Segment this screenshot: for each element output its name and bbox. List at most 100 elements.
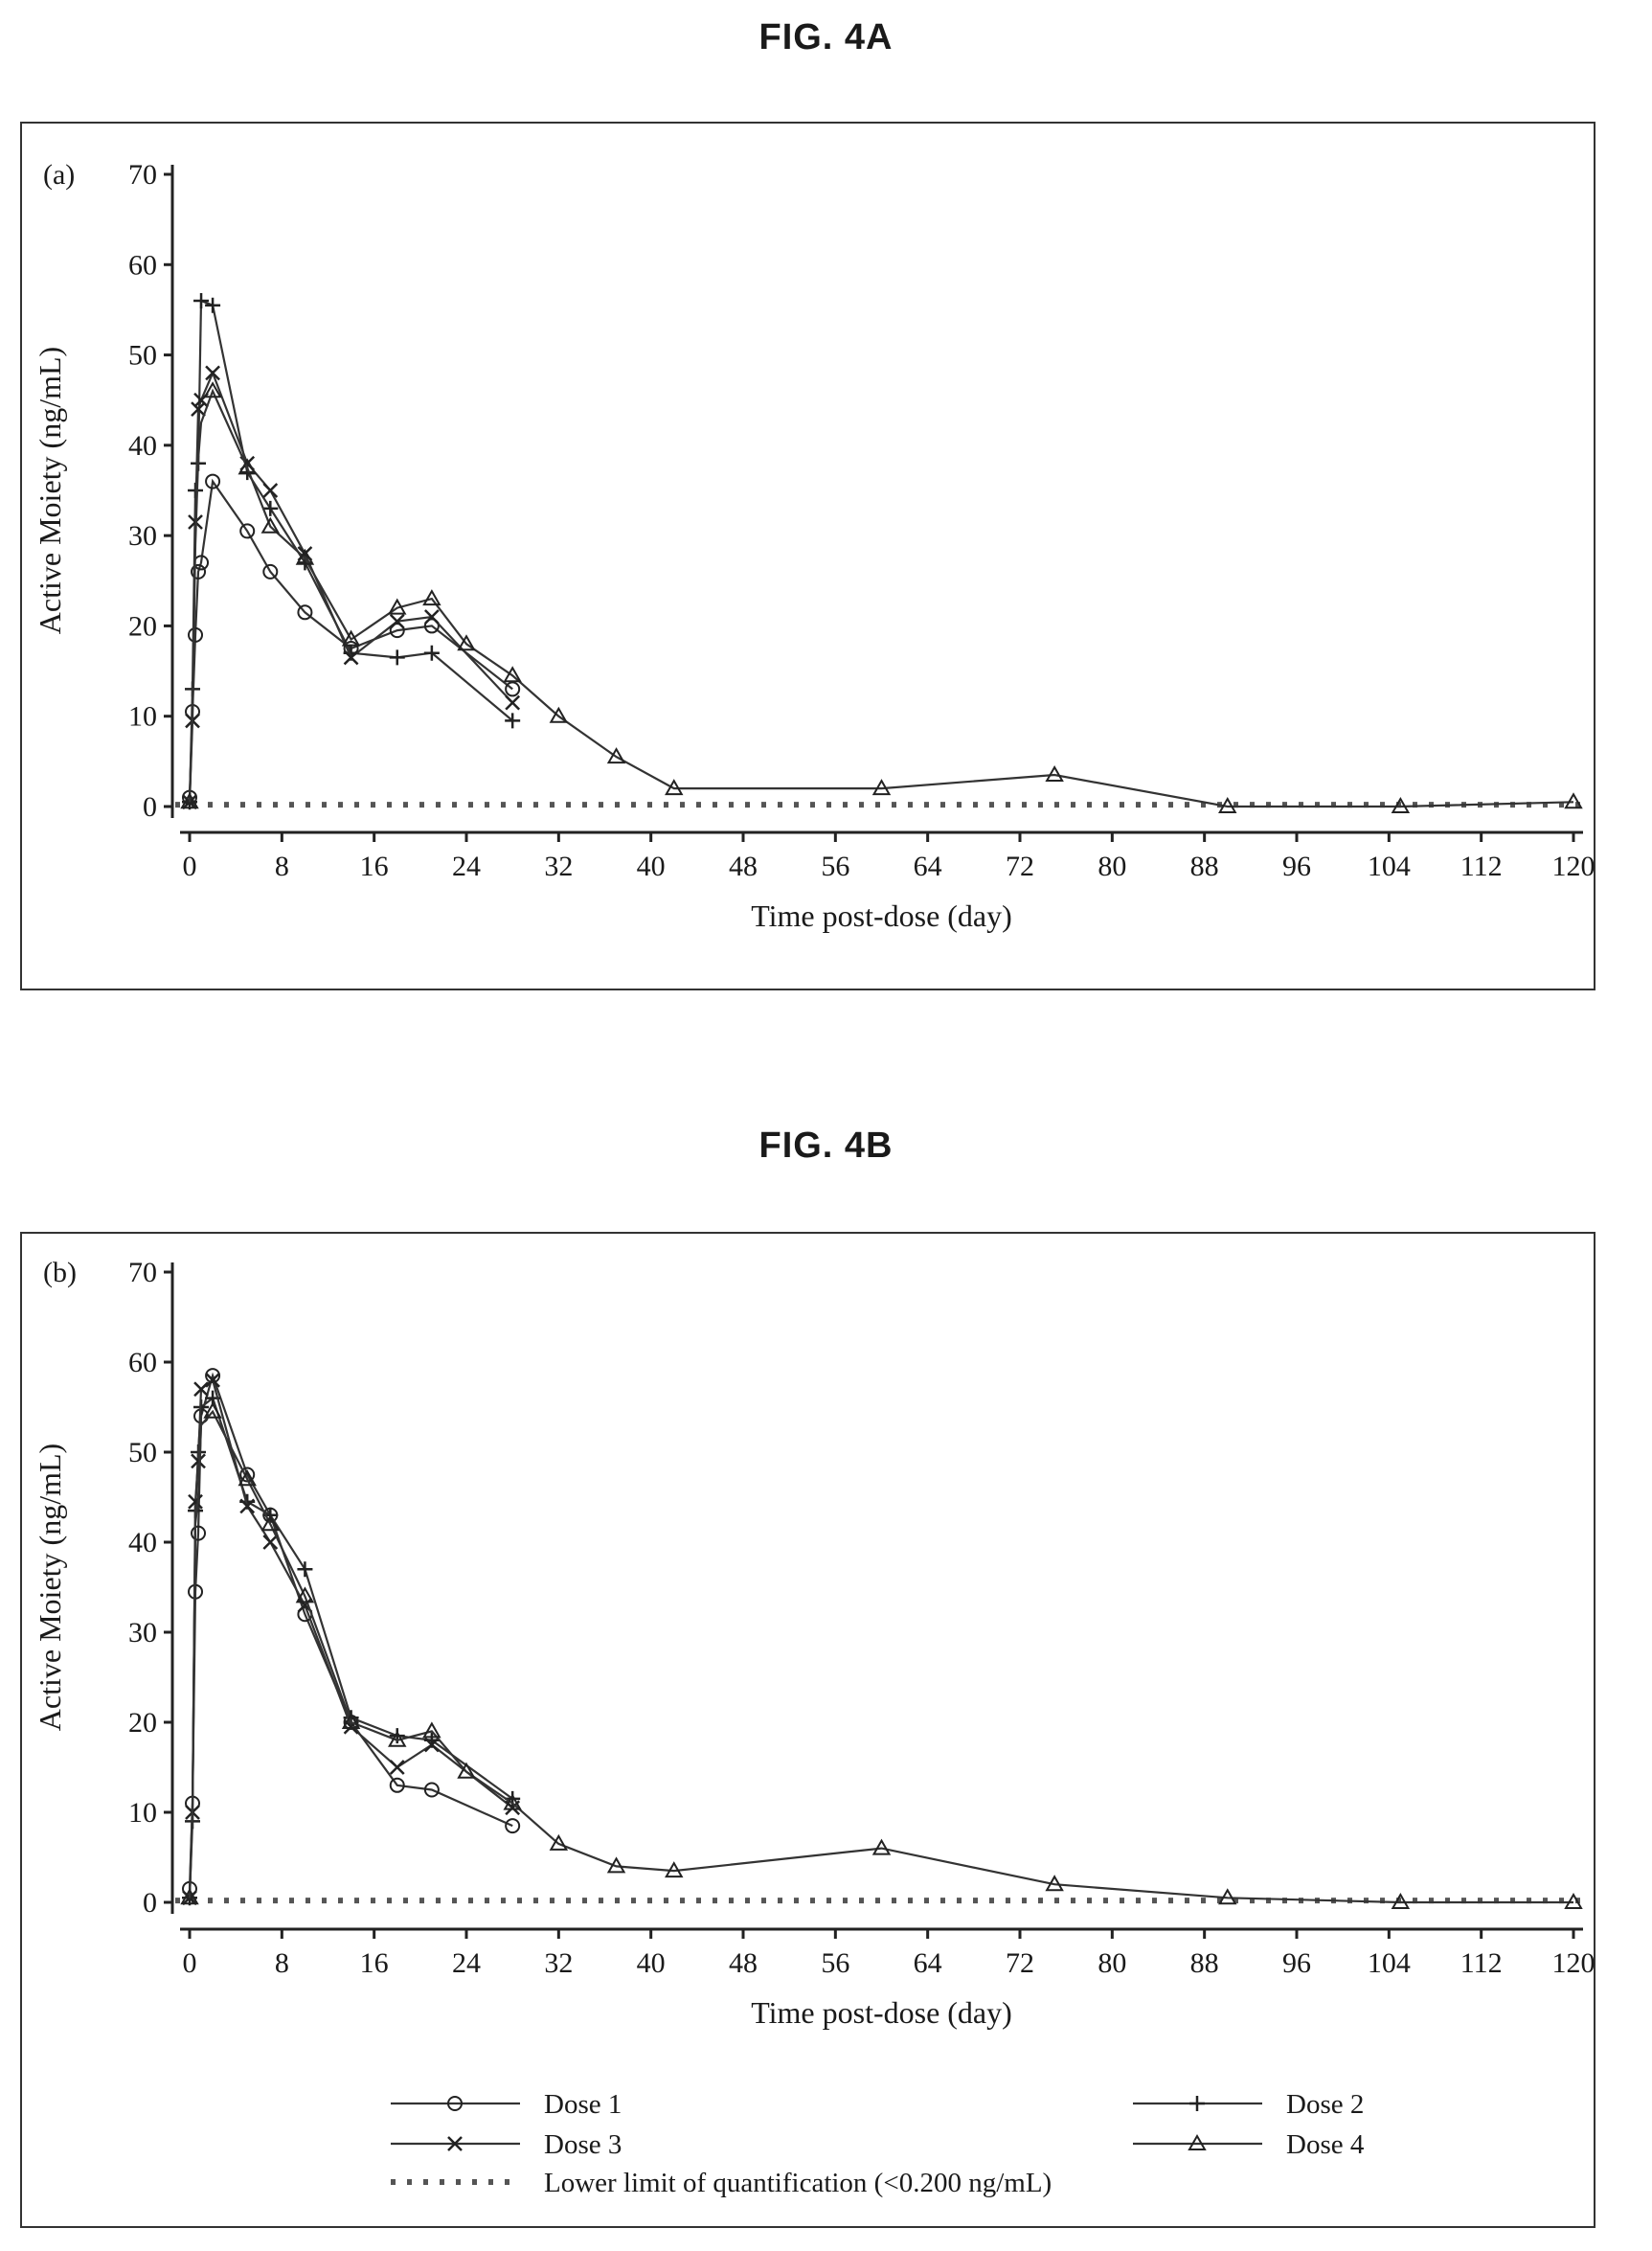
x-tick-label: 56	[821, 851, 849, 882]
legend-marker	[1188, 2133, 1207, 2150]
x-tick-label: 0	[183, 1947, 197, 1979]
data-point	[180, 1888, 199, 1905]
x-tick-label: 16	[360, 1947, 389, 1979]
x-tick-label: 40	[637, 1947, 666, 1979]
x-tick-label: 104	[1368, 1947, 1411, 1979]
data-point	[188, 626, 204, 643]
data-point	[457, 1762, 476, 1779]
data-point	[503, 666, 522, 683]
data-point	[1391, 796, 1411, 813]
y-tick-label: 40	[128, 1527, 157, 1558]
data-point	[295, 548, 315, 565]
x-tick-label: 64	[914, 1947, 942, 1979]
legend-item-dose-2: Dose 2	[1133, 2089, 1364, 2120]
y-tick-label: 50	[128, 1437, 157, 1468]
x-axis-label: Time post-dose (day)	[751, 1995, 1012, 2030]
data-point	[205, 473, 221, 489]
data-point	[606, 747, 626, 764]
data-point	[1045, 764, 1064, 782]
data-point	[188, 1493, 203, 1510]
y-tick-label: 70	[128, 1257, 157, 1288]
y-axis-label: Active Moiety (ng/mL)	[33, 347, 67, 634]
legend: Dose 1 Dose 2 Dose 3 Dose 4 Lower limit of q…	[391, 2089, 1365, 2198]
data-point	[295, 1586, 315, 1603]
data-point	[1218, 1888, 1237, 1905]
x-tick-label: 72	[1006, 1947, 1034, 1979]
data-point	[389, 649, 405, 666]
legend-item-dose-3: Dose 3	[391, 2129, 622, 2160]
data-point	[262, 1535, 279, 1550]
data-point	[205, 297, 221, 313]
data-point	[205, 365, 220, 381]
x-tick-label: 120	[1552, 851, 1595, 882]
y-tick-label: 30	[128, 520, 157, 552]
legend-item-lloq: Lower limit of quantification (<0.200 ng…	[391, 2168, 1052, 2198]
legend-label: Dose 3	[544, 2129, 622, 2160]
legend-label: Dose 1	[544, 2089, 622, 2120]
x-axis-label: Time post-dose (day)	[751, 898, 1012, 933]
data-point	[871, 779, 892, 796]
data-point	[239, 523, 256, 539]
data-point	[389, 623, 405, 639]
series-line	[188, 388, 1574, 808]
x-tick-label: 96	[1282, 851, 1311, 882]
data-point	[262, 500, 279, 516]
data-point	[505, 681, 521, 697]
y-tick-label: 0	[143, 791, 157, 823]
y-tick-label: 40	[128, 430, 157, 462]
data-point	[343, 649, 359, 666]
x-tick-label: 24	[452, 851, 481, 882]
data-point	[180, 792, 199, 809]
y-tick-label: 60	[128, 249, 157, 281]
x-tick-label: 80	[1098, 1947, 1126, 1979]
data-point	[341, 1712, 361, 1729]
figure-title-4a: FIG. 4A	[758, 17, 894, 57]
data-point	[260, 1514, 281, 1532]
x-tick-label: 32	[544, 1947, 573, 1979]
data-point	[549, 706, 569, 723]
x-tick-label: 48	[729, 851, 758, 882]
series-line	[188, 1372, 513, 1889]
x-tick-label: 16	[360, 851, 389, 882]
data-point	[182, 1890, 197, 1906]
x-tick-label: 0	[183, 851, 197, 882]
chart-panel-a: 0 10 20 30 40 50 60 70 0 8 16 24 32 40 48 56 64 72 80 88 96 1…	[20, 122, 1595, 990]
panel-label: (b)	[43, 1257, 77, 1288]
series-dose-2	[182, 1390, 521, 1906]
data-point	[239, 1498, 256, 1514]
data-point	[423, 618, 440, 634]
data-point	[423, 1782, 440, 1798]
legend-marker	[447, 2136, 463, 2151]
series-line	[188, 478, 513, 798]
chart-b: 0 10 20 30 40 50 60 70 0 8 16 24 32 40 48 56 64 72 80 88 96 1…	[33, 1257, 1595, 2198]
data-point	[665, 779, 684, 796]
x-tick-label: 112	[1460, 851, 1503, 882]
x-tick-label: 64	[914, 851, 942, 882]
data-point	[191, 1525, 207, 1541]
y-tick-label: 20	[128, 610, 157, 642]
data-point	[422, 589, 441, 606]
series-dose-3	[182, 365, 521, 810]
series-line	[188, 1409, 1573, 1904]
x-tick-label: 56	[821, 1947, 849, 1979]
data-point	[262, 563, 279, 580]
y-tick-label: 30	[128, 1617, 157, 1648]
data-point	[1045, 1875, 1064, 1892]
data-point	[193, 293, 210, 308]
data-point	[191, 401, 206, 418]
data-point	[238, 458, 257, 475]
series-dose-4	[180, 381, 1583, 813]
data-point	[191, 1453, 206, 1469]
data-point	[389, 613, 405, 629]
data-point	[423, 1737, 440, 1753]
x-tick-label: 80	[1098, 851, 1126, 882]
x-tick-label: 40	[637, 851, 666, 882]
legend-label: Lower limit of quantification (<0.200 ng…	[544, 2168, 1052, 2198]
data-point	[422, 1721, 441, 1739]
x-tick-label: 8	[275, 1947, 289, 1979]
legend-marker	[447, 2096, 463, 2111]
x-tick-label: 96	[1282, 1947, 1311, 1979]
chart-panel-b: 0 10 20 30 40 50 60 70 0 8 16 24 32 40 48 56 64 72 80 88 96 1…	[20, 1232, 1595, 2228]
data-point	[262, 483, 279, 498]
y-tick-label: 60	[128, 1347, 157, 1378]
